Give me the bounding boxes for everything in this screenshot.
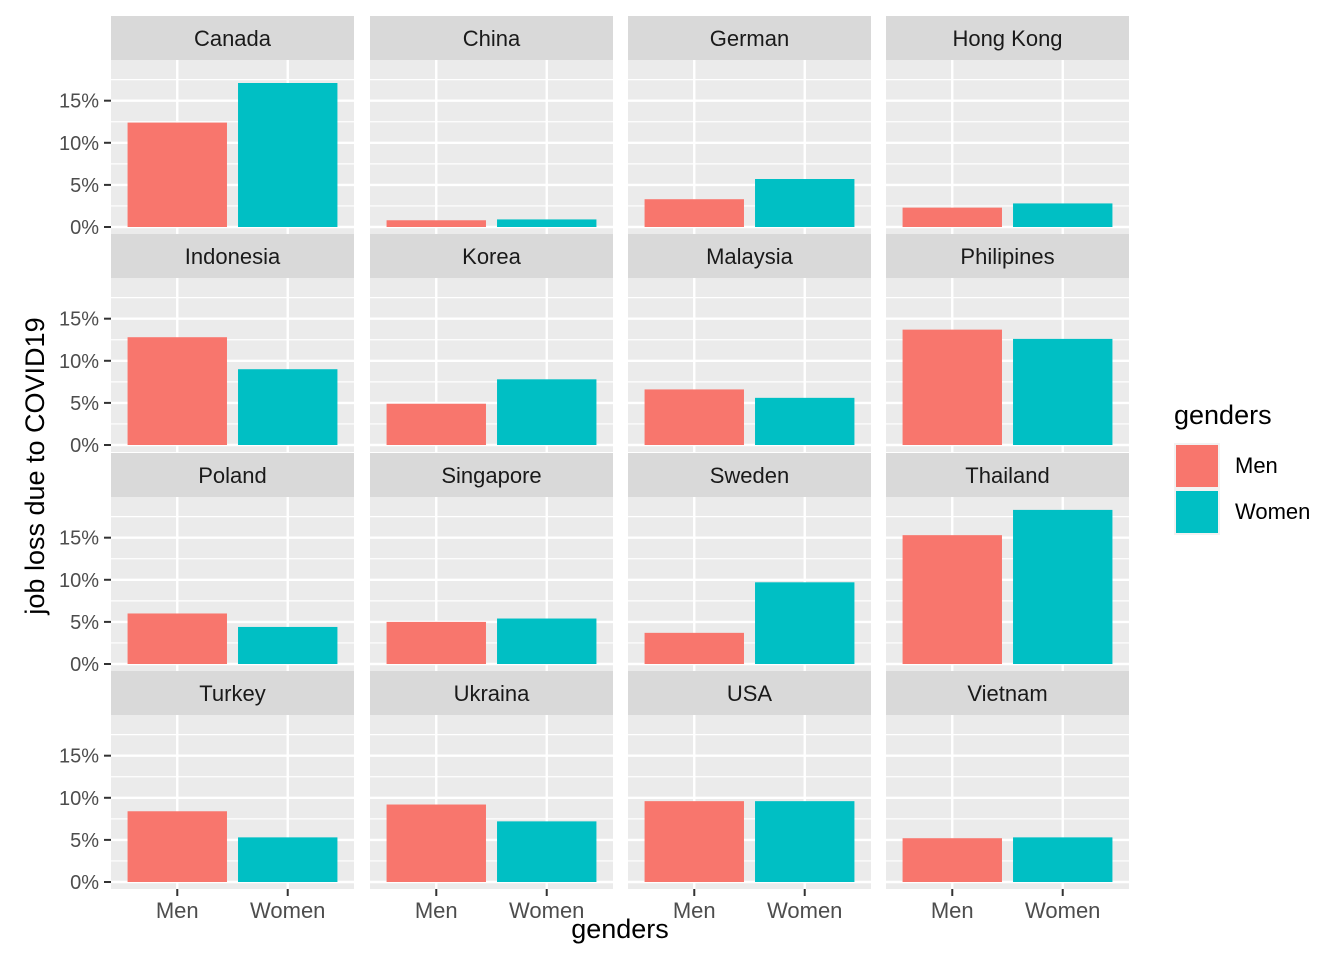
bar-women xyxy=(238,83,338,227)
legend-swatch-men xyxy=(1176,445,1218,487)
x-tick-label: Women xyxy=(509,898,584,923)
x-tick-label: Women xyxy=(1025,898,1100,923)
facet-label: Canada xyxy=(194,26,272,51)
facet-strip xyxy=(370,671,613,715)
bar-men xyxy=(902,207,1002,227)
panel-background xyxy=(370,60,613,234)
facet-strip xyxy=(370,453,613,497)
x-axis-title: genders xyxy=(571,914,669,944)
bar-men xyxy=(902,838,1002,882)
bar-women xyxy=(238,837,338,882)
y-tick-label: 0% xyxy=(70,217,99,239)
bar-women xyxy=(238,626,338,664)
y-tick-label: 15% xyxy=(59,528,99,550)
facet-strip xyxy=(370,16,613,60)
facet-label: Korea xyxy=(462,244,521,269)
facet-strip xyxy=(886,234,1129,278)
bar-women xyxy=(497,219,597,227)
facet-label: German xyxy=(710,26,789,51)
y-tick-label: 10% xyxy=(59,133,99,155)
facet-strip xyxy=(111,671,354,715)
bar-men xyxy=(644,632,744,664)
facet-label: Philipines xyxy=(960,244,1054,269)
facet-label: Sweden xyxy=(710,463,790,488)
facet-label: Hong Kong xyxy=(952,26,1062,51)
y-tick-label: 5% xyxy=(70,393,99,415)
x-tick-label: Men xyxy=(931,898,974,923)
bar-women xyxy=(1013,338,1113,445)
bar-men xyxy=(386,621,486,664)
bar-women xyxy=(755,582,855,664)
bar-women xyxy=(1013,509,1113,664)
bar-women xyxy=(497,821,597,882)
facet-strip xyxy=(628,453,871,497)
bar-women xyxy=(497,379,597,445)
bar-men xyxy=(127,122,227,227)
bar-women xyxy=(1013,203,1113,227)
facet-strip xyxy=(886,453,1129,497)
y-tick-label: 15% xyxy=(59,91,99,113)
legend-label: Women xyxy=(1235,499,1310,524)
x-tick-label: Men xyxy=(156,898,199,923)
facet-strip xyxy=(628,234,871,278)
facet-label: Thailand xyxy=(965,463,1049,488)
bar-women xyxy=(497,618,597,664)
bar-men xyxy=(127,337,227,445)
x-tick-label: Women xyxy=(767,898,842,923)
y-tick-label: 15% xyxy=(59,309,99,331)
facet-strip xyxy=(111,453,354,497)
bar-men xyxy=(127,811,227,882)
bar-men xyxy=(902,535,1002,664)
facet-label: Ukraina xyxy=(454,681,531,706)
facet-strip xyxy=(886,671,1129,715)
facet-label: Turkey xyxy=(199,681,265,706)
facet-label: Poland xyxy=(198,463,267,488)
facet-strip xyxy=(111,234,354,278)
facet-strip xyxy=(628,671,871,715)
facet-label: Malaysia xyxy=(706,244,794,269)
bar-women xyxy=(238,369,338,445)
y-tick-label: 10% xyxy=(59,351,99,373)
bar-women xyxy=(755,801,855,882)
bar-men xyxy=(644,801,744,882)
y-axis-title: job loss due to COVID19 xyxy=(20,317,50,615)
y-tick-label: 5% xyxy=(70,830,99,852)
x-tick-label: Women xyxy=(250,898,325,923)
facet-label: China xyxy=(463,26,521,51)
y-tick-label: 10% xyxy=(59,570,99,592)
y-tick-label: 5% xyxy=(70,175,99,197)
y-tick-label: 15% xyxy=(59,746,99,768)
x-tick-label: Men xyxy=(415,898,458,923)
legend-label: Men xyxy=(1235,453,1278,478)
facet-label: Indonesia xyxy=(185,244,281,269)
y-tick-label: 0% xyxy=(70,872,99,894)
bar-men xyxy=(386,403,486,445)
facet-label: USA xyxy=(727,681,773,706)
facet-strip xyxy=(111,16,354,60)
bar-men xyxy=(127,613,227,664)
facet-strip xyxy=(628,16,871,60)
bar-men xyxy=(902,329,1002,445)
bar-women xyxy=(755,179,855,227)
y-tick-label: 0% xyxy=(70,435,99,457)
facet-strip xyxy=(370,234,613,278)
y-tick-label: 5% xyxy=(70,612,99,634)
legend-swatch-women xyxy=(1176,491,1218,533)
bar-women xyxy=(755,397,855,445)
facet-label: Singapore xyxy=(441,463,541,488)
y-tick-label: 10% xyxy=(59,788,99,810)
bar-men xyxy=(644,389,744,445)
legend-title: genders xyxy=(1174,400,1272,430)
bar-women xyxy=(1013,837,1113,882)
bar-men xyxy=(386,804,486,882)
y-tick-label: 0% xyxy=(70,654,99,676)
facet-label: Vietnam xyxy=(967,681,1047,706)
x-tick-label: Men xyxy=(673,898,716,923)
bar-men xyxy=(644,199,744,227)
bar-men xyxy=(386,220,486,227)
facet-strip xyxy=(886,16,1129,60)
